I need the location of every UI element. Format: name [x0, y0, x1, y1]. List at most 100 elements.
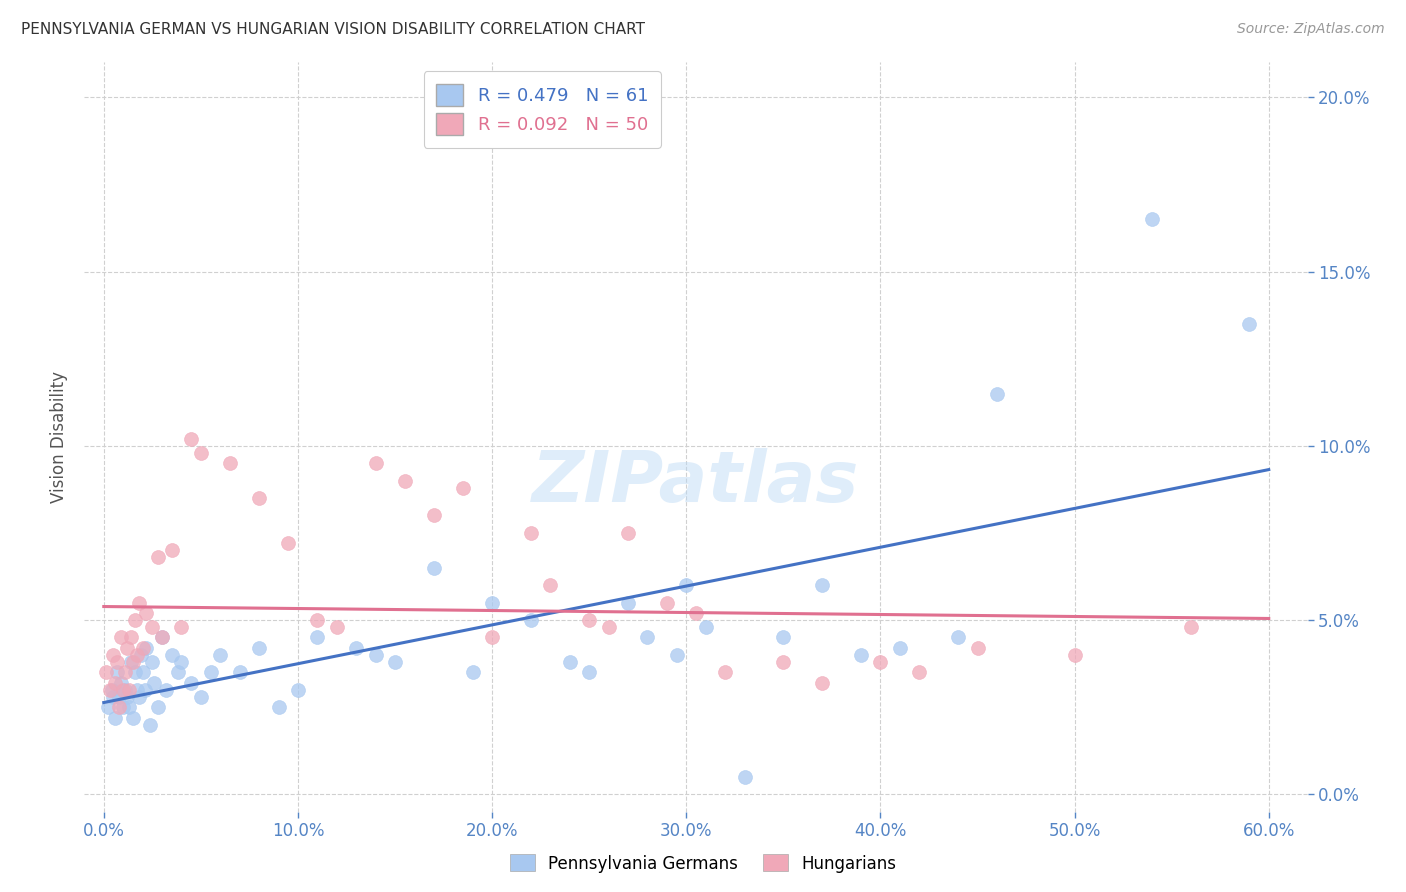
Point: [122, 655, 145, 669]
Point: [122, 711, 145, 725]
Point: [112, 682, 135, 697]
Point: [129, 648, 152, 662]
Point: [143, 675, 166, 690]
Point: [344, 640, 367, 655]
Point: [180, 675, 202, 690]
Point: [695, 620, 717, 634]
Text: Source: ZipAtlas.com: Source: ZipAtlas.com: [1237, 22, 1385, 37]
Point: [772, 655, 794, 669]
Point: [160, 543, 183, 558]
Point: [128, 596, 150, 610]
Point: [520, 613, 543, 627]
Point: [772, 631, 794, 645]
Point: [97, 700, 120, 714]
Point: [811, 675, 834, 690]
Point: [946, 631, 969, 645]
Point: [94, 665, 117, 680]
Point: [219, 456, 242, 470]
Point: [247, 491, 270, 505]
Point: [104, 675, 127, 690]
Point: [118, 700, 141, 714]
Point: [849, 648, 872, 662]
Point: [141, 655, 163, 669]
Point: [124, 613, 146, 627]
Point: [125, 648, 148, 662]
Point: [104, 711, 127, 725]
Point: [228, 665, 250, 680]
Point: [364, 456, 387, 470]
Point: [986, 386, 1008, 401]
Point: [150, 631, 173, 645]
Point: [146, 700, 169, 714]
Point: [908, 665, 931, 680]
Point: [155, 682, 177, 697]
Point: [146, 550, 169, 565]
Point: [110, 675, 132, 690]
Point: [108, 700, 131, 714]
Point: [115, 690, 138, 704]
Point: [394, 474, 416, 488]
Point: [461, 665, 484, 680]
Point: [124, 665, 146, 680]
Point: [538, 578, 561, 592]
Point: [209, 648, 232, 662]
Point: [685, 606, 707, 620]
Point: [120, 655, 142, 669]
Point: [1239, 317, 1261, 331]
Point: [578, 613, 600, 627]
Legend: Pennsylvania Germans, Hungarians: Pennsylvania Germans, Hungarians: [503, 847, 903, 880]
Point: [170, 620, 193, 634]
Point: [267, 700, 290, 714]
Point: [128, 690, 150, 704]
Point: [105, 655, 128, 669]
Point: [134, 682, 156, 697]
Point: [112, 700, 135, 714]
Point: [558, 655, 581, 669]
Point: [287, 682, 309, 697]
Point: [131, 665, 153, 680]
Point: [636, 631, 658, 645]
Point: [110, 631, 132, 645]
Point: [1063, 648, 1085, 662]
Point: [170, 655, 193, 669]
Point: [481, 631, 503, 645]
Point: [451, 481, 474, 495]
Point: [150, 631, 173, 645]
Point: [578, 665, 600, 680]
Point: [598, 620, 620, 634]
Point: [364, 648, 387, 662]
Point: [135, 606, 157, 620]
Point: [1142, 212, 1164, 227]
Point: [200, 665, 222, 680]
Point: [180, 432, 202, 446]
Point: [307, 613, 329, 627]
Point: [190, 446, 212, 460]
Point: [114, 665, 136, 680]
Point: [675, 578, 697, 592]
Point: [520, 525, 543, 540]
Point: [966, 640, 988, 655]
Point: [655, 596, 678, 610]
Point: [135, 640, 157, 655]
Point: [115, 640, 138, 655]
Text: ZIPatlas: ZIPatlas: [533, 448, 859, 516]
Point: [118, 682, 141, 697]
Point: [665, 648, 688, 662]
Point: [714, 665, 737, 680]
Point: [889, 640, 911, 655]
Point: [100, 682, 122, 697]
Point: [811, 578, 834, 592]
Point: [114, 682, 136, 697]
Point: [166, 665, 188, 680]
Point: [869, 655, 891, 669]
Point: [734, 770, 756, 784]
Point: [617, 525, 640, 540]
Text: PENNSYLVANIA GERMAN VS HUNGARIAN VISION DISABILITY CORRELATION CHART: PENNSYLVANIA GERMAN VS HUNGARIAN VISION …: [21, 22, 645, 37]
Point: [481, 596, 503, 610]
Point: [139, 717, 162, 731]
Point: [307, 631, 329, 645]
Point: [326, 620, 349, 634]
Point: [384, 655, 406, 669]
Point: [423, 561, 446, 575]
Point: [277, 536, 299, 550]
